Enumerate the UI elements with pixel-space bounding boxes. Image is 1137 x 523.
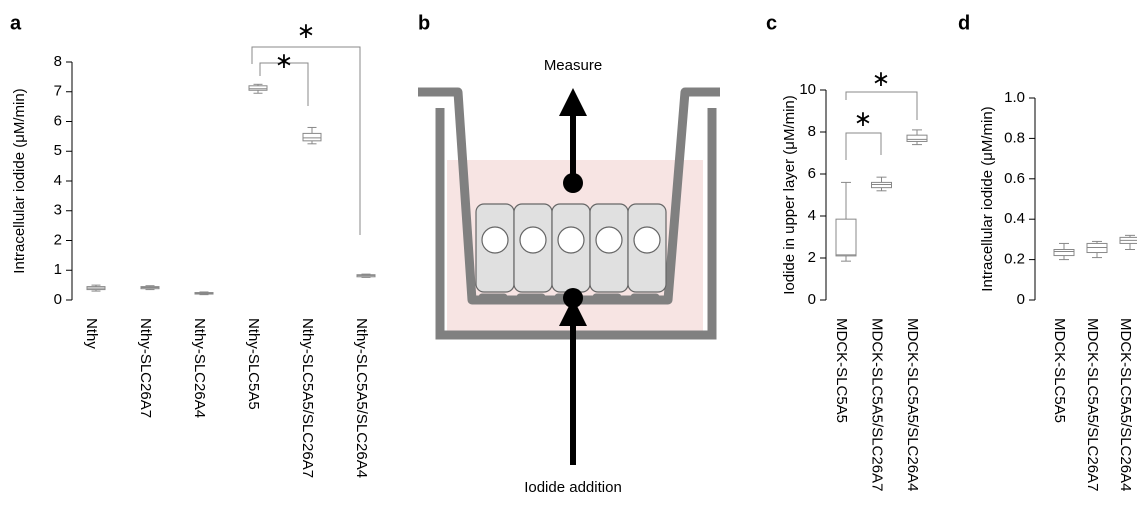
y-tick-label: 0.6 [1004, 170, 1025, 187]
box [836, 219, 856, 256]
box [907, 135, 927, 141]
significance-star: ∗ [297, 18, 315, 43]
y-tick-label: 10 [799, 81, 816, 98]
box [303, 133, 321, 140]
x-tick-label: MDCK-SLC5A5/SLC26A7 [869, 318, 886, 491]
y-tick-label: 0 [54, 291, 62, 308]
x-tick-label: Nthy [83, 318, 100, 349]
y-tick-label: 2 [808, 249, 816, 266]
diagram-label: Iodide addition [524, 479, 622, 496]
significance-bracket [846, 133, 881, 160]
cells [476, 204, 666, 292]
panel-label: d [958, 12, 970, 34]
y-tick-label: 7 [54, 83, 62, 100]
box [249, 86, 267, 90]
x-tick-label: MDCK-SLC5A5/SLC26A4 [904, 318, 921, 491]
y-tick-label: 0 [1017, 291, 1025, 308]
x-tick-label: Nthy-SLC5A5 [245, 318, 262, 410]
y-tick-label: 2 [54, 231, 62, 248]
x-tick-label: MDCK-SLC5A5 [833, 318, 850, 423]
y-tick-label: 6 [808, 165, 816, 182]
y-tick-label: 4 [54, 172, 62, 189]
significance-star: ∗ [275, 48, 293, 73]
y-tick-label: 8 [808, 123, 816, 140]
y-tick-label: 0.2 [1004, 251, 1025, 268]
y-tick-label: 5 [54, 142, 62, 159]
panel-label: a [10, 12, 22, 34]
y-axis-label: Intracellular iodide (μM/min) [11, 88, 28, 273]
y-tick-label: 8 [54, 53, 62, 70]
x-tick-label: Nthy-SLC26A7 [137, 318, 154, 418]
y-tick-label: 6 [54, 112, 62, 129]
box [1087, 243, 1107, 252]
diagram-label: Measure [544, 57, 602, 74]
figure: b Measure Iodide addition a Intracellular… [0, 0, 1137, 523]
y-tick-label: 0.8 [1004, 129, 1025, 146]
y-tick-label: 1.0 [1004, 89, 1025, 106]
y-tick-label: 0.4 [1004, 210, 1025, 227]
x-tick-label: Nthy-SLC5A5/SLC26A4 [353, 318, 370, 478]
y-tick-label: 0 [808, 291, 816, 308]
significance-star: ∗ [854, 106, 872, 131]
y-axis-label: Intracellular iodide (μM/min) [979, 106, 996, 291]
x-tick-label: Nthy-SLC5A5/SLC26A7 [299, 318, 316, 478]
diagram: b Measure Iodide addition [418, 12, 720, 496]
significance-star: ∗ [872, 66, 890, 91]
y-axis-label: Iodide in upper layer (μM/min) [781, 95, 798, 295]
panel-label: b [418, 12, 430, 34]
box [1054, 250, 1074, 256]
box [872, 182, 892, 187]
x-tick-label: MDCK-SLC5A5/SLC26A4 [1117, 318, 1134, 491]
x-tick-label: MDCK-SLC5A5 [1051, 318, 1068, 423]
y-tick-label: 4 [808, 207, 816, 224]
x-tick-label: Nthy-SLC26A4 [191, 318, 208, 418]
panel-label: c [766, 12, 777, 34]
x-tick-label: MDCK-SLC5A5/SLC26A7 [1084, 318, 1101, 491]
y-tick-label: 3 [54, 202, 62, 219]
y-tick-label: 1 [54, 261, 62, 278]
